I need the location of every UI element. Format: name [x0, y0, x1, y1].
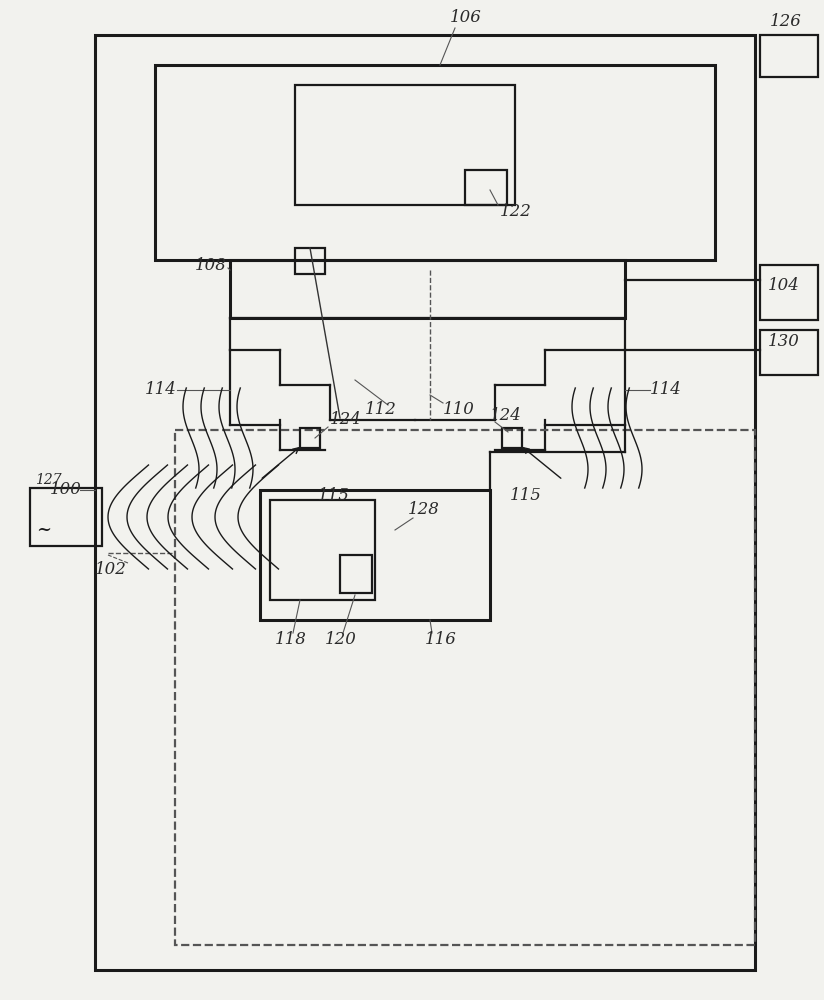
- Text: 128: 128: [408, 502, 440, 518]
- Bar: [465, 170, 507, 205]
- Bar: [260, 490, 490, 620]
- Text: 120: 120: [325, 632, 357, 648]
- Text: 124: 124: [490, 406, 522, 424]
- Bar: [30, 488, 102, 546]
- Text: 108: 108: [195, 256, 227, 273]
- Text: 126: 126: [770, 13, 802, 30]
- Text: 124: 124: [330, 412, 362, 428]
- Bar: [340, 555, 372, 593]
- Text: 115: 115: [510, 487, 542, 504]
- Bar: [295, 248, 325, 274]
- Text: 112: 112: [365, 401, 397, 418]
- Text: 104: 104: [768, 276, 800, 294]
- Text: 115: 115: [318, 487, 350, 504]
- Bar: [175, 430, 755, 945]
- Bar: [760, 35, 818, 77]
- Text: 102: 102: [95, 562, 127, 578]
- Text: 106: 106: [450, 9, 482, 26]
- Bar: [295, 85, 515, 205]
- Text: ~: ~: [36, 521, 52, 539]
- Bar: [155, 65, 715, 260]
- Text: 116: 116: [425, 632, 456, 648]
- Text: 114: 114: [145, 381, 177, 398]
- Bar: [760, 330, 818, 375]
- Bar: [270, 500, 375, 600]
- Text: 130: 130: [768, 334, 800, 351]
- Text: 127: 127: [35, 473, 62, 487]
- Bar: [300, 428, 320, 448]
- Text: 114: 114: [650, 381, 682, 398]
- Bar: [230, 260, 625, 318]
- Text: 100: 100: [50, 482, 82, 498]
- Bar: [502, 428, 522, 448]
- Bar: [760, 265, 818, 320]
- Text: 110: 110: [443, 401, 475, 418]
- Text: 122: 122: [500, 204, 531, 221]
- Bar: [95, 35, 755, 970]
- Text: 118: 118: [275, 632, 307, 648]
